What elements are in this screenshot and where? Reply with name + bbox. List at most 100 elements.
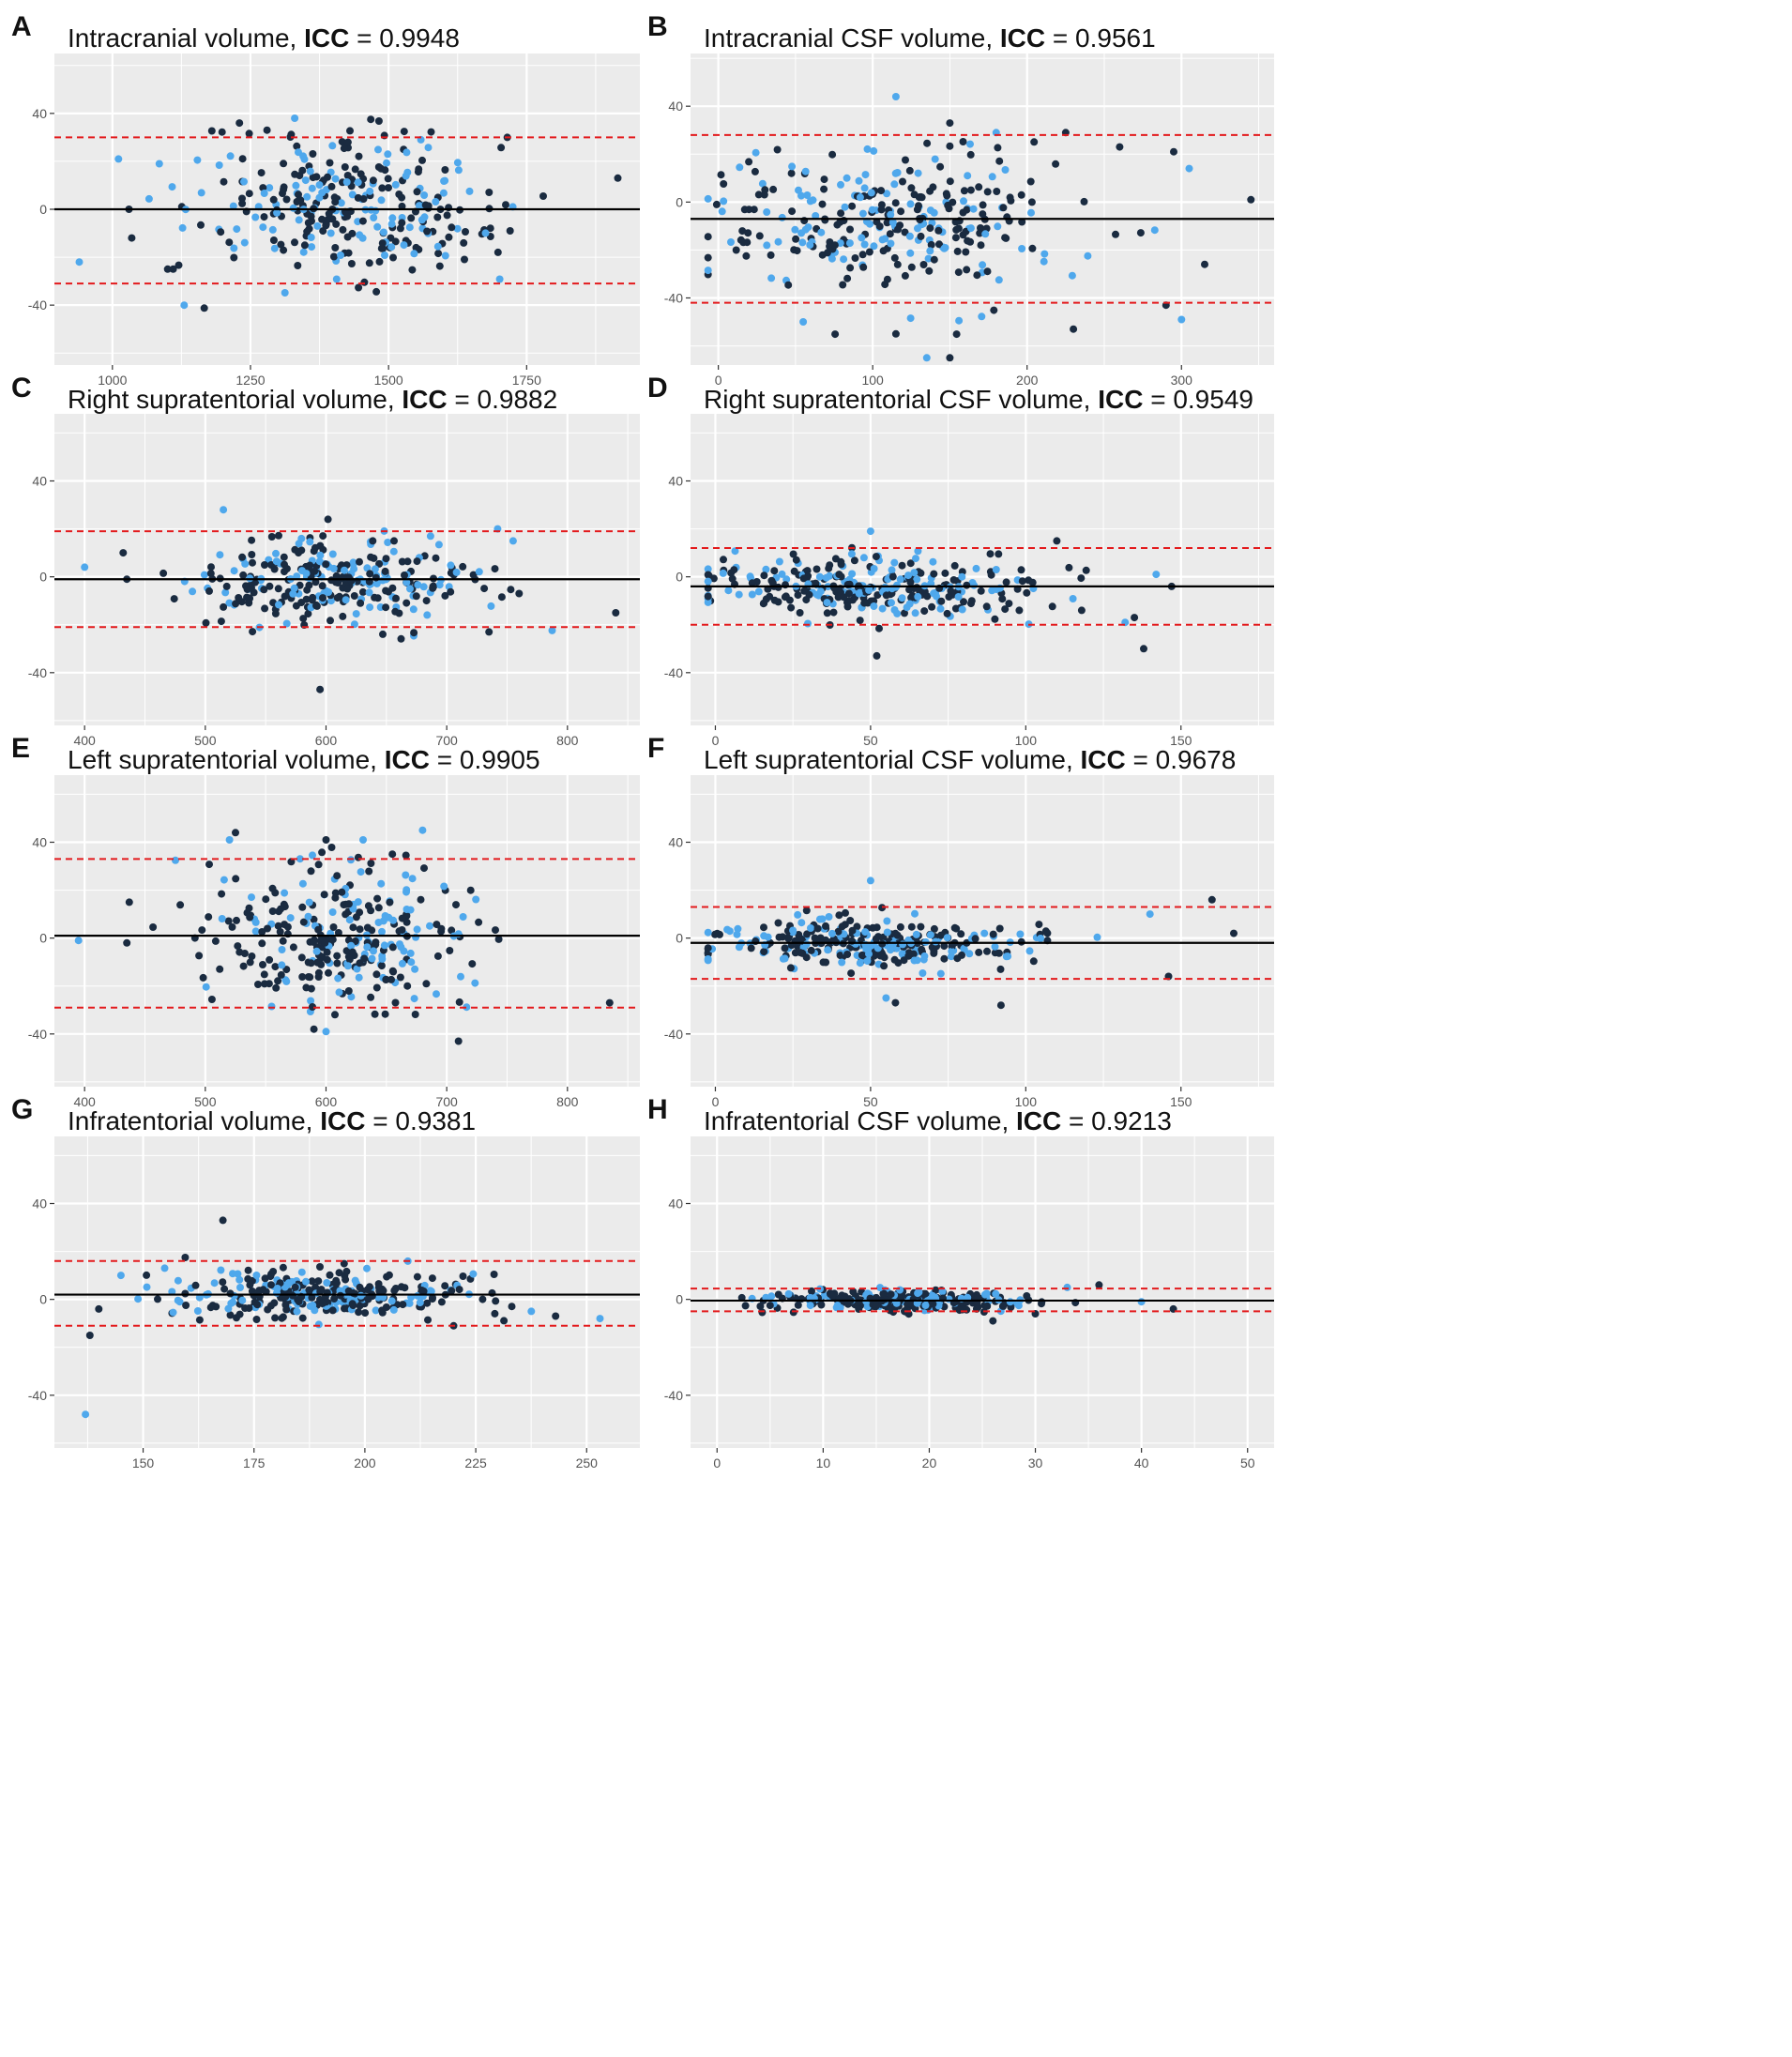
data-point <box>307 234 315 241</box>
data-point <box>366 570 374 578</box>
data-point <box>433 242 442 251</box>
data-point <box>349 923 357 932</box>
data-point <box>745 158 753 166</box>
data-point <box>911 909 919 918</box>
data-point <box>1077 574 1086 583</box>
data-point <box>428 1274 436 1283</box>
data-point <box>1140 645 1147 653</box>
data-point <box>406 949 415 957</box>
data-point <box>732 246 740 254</box>
data-point <box>1170 147 1177 156</box>
data-point <box>825 564 833 572</box>
data-point <box>248 893 255 902</box>
data-point <box>890 955 899 964</box>
data-point <box>330 1295 339 1303</box>
data-point <box>175 261 183 269</box>
data-point <box>354 178 362 187</box>
data-point <box>385 184 392 192</box>
data-point <box>281 289 289 297</box>
data-point <box>266 955 274 964</box>
panel-letter: C <box>11 373 32 404</box>
data-point <box>914 547 922 556</box>
data-point <box>339 225 347 234</box>
data-point <box>830 584 839 592</box>
data-point <box>1247 195 1255 204</box>
data-point <box>312 173 321 181</box>
data-point <box>775 933 783 941</box>
data-point <box>929 557 937 566</box>
data-point <box>251 578 259 587</box>
data-point <box>259 961 266 968</box>
panel-letter: D <box>647 373 668 404</box>
data-point <box>907 184 916 192</box>
data-point <box>298 973 307 981</box>
data-point <box>238 1296 247 1304</box>
data-point <box>797 191 805 200</box>
data-point <box>860 184 869 192</box>
data-point <box>950 561 959 570</box>
data-point <box>306 538 314 546</box>
data-point <box>233 225 241 234</box>
data-point <box>459 1272 467 1280</box>
data-point <box>887 946 895 954</box>
data-point <box>969 205 978 213</box>
data-point <box>379 917 387 925</box>
x-tick-label: 150 <box>1170 1094 1192 1109</box>
data-point <box>370 214 378 221</box>
data-point <box>357 1291 365 1300</box>
data-point <box>1017 190 1025 199</box>
data-point <box>859 554 868 562</box>
data-point <box>316 1263 324 1271</box>
data-point <box>1041 927 1050 936</box>
data-point <box>873 591 882 600</box>
title-icc-label: ICC <box>385 745 430 774</box>
data-point <box>500 1317 509 1325</box>
data-point <box>1116 143 1124 151</box>
data-point <box>143 1271 151 1279</box>
data-point <box>328 550 337 558</box>
data-point <box>893 931 902 939</box>
data-point <box>858 209 867 218</box>
data-point <box>1040 250 1049 258</box>
data-point <box>824 946 832 954</box>
data-point <box>302 595 311 603</box>
data-point <box>1230 929 1238 937</box>
data-point <box>294 262 302 269</box>
data-point <box>806 1302 814 1310</box>
panel-letter: E <box>11 733 30 764</box>
data-point <box>408 875 417 883</box>
data-point <box>440 882 448 891</box>
y-tick-label: 0 <box>676 570 683 585</box>
data-point <box>267 561 276 569</box>
data-point <box>1146 910 1154 919</box>
data-point <box>299 152 308 160</box>
data-point <box>418 216 426 224</box>
data-point <box>205 861 213 869</box>
data-point <box>386 898 394 907</box>
data-point <box>471 979 479 987</box>
data-point <box>936 931 945 939</box>
title-text: Infratentorial CSF volume, <box>704 1106 1016 1135</box>
data-point <box>847 969 856 978</box>
data-point <box>322 560 330 569</box>
data-point <box>951 218 960 226</box>
data-point <box>992 566 1000 573</box>
data-point <box>904 952 913 960</box>
data-point <box>218 128 226 136</box>
data-point <box>959 231 967 239</box>
data-point <box>235 594 243 602</box>
data-point <box>819 958 828 967</box>
panel-title: Infratentorial volume, ICC = 0.9381 <box>68 1106 476 1135</box>
data-point <box>388 214 397 222</box>
data-point <box>355 1308 363 1317</box>
data-point <box>979 261 987 269</box>
data-point <box>831 330 840 339</box>
data-point <box>261 980 268 988</box>
data-point <box>326 159 334 167</box>
panel-a: A Intracranial volume, ICC = 0.9948 1000 12… <box>11 11 640 388</box>
data-point <box>291 238 298 247</box>
data-point <box>788 162 797 171</box>
data-point <box>842 908 849 917</box>
data-point <box>281 889 289 897</box>
data-point <box>856 617 864 625</box>
